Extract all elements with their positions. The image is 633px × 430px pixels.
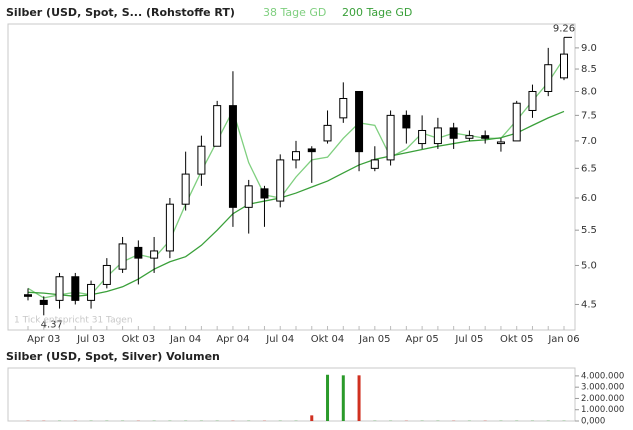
candle-body [87,283,96,301]
x-tick-label: Apr 04 [216,334,249,345]
y-tick-label: 0,000 [581,417,605,427]
candle-body [496,141,505,145]
candle-body [39,299,48,305]
candle-body [370,159,379,169]
x-tick-label: Apr 03 [27,334,60,345]
y-tick-label: 5.5 [581,225,597,236]
candle-body [355,90,364,153]
moving-average [27,110,565,297]
candle-body [323,124,332,142]
candle-body [465,135,474,139]
candle-body [118,243,127,270]
candle-body [244,185,253,208]
y-tick-label: 4.000.000 [581,371,624,381]
legend-entry: 200 Tage GD [342,6,412,19]
volume-bar [326,374,330,421]
y-tick-label: 5.0 [581,260,597,271]
candle-body [213,105,222,147]
x-tick-label: Jul 04 [265,334,294,345]
volume-bar [341,375,345,421]
y-tick-label: 9.0 [581,43,597,54]
volume-bar [310,415,314,421]
y-tick-label: 4.5 [581,299,597,310]
candle-body [134,246,143,259]
y-tick-label: 2.000.000 [581,394,624,404]
y-tick-label: 1.000.000 [581,405,624,415]
y-tick-label: 8.5 [581,64,597,75]
candle-body [528,90,537,111]
candle-body [260,188,269,199]
candle-body [339,97,348,119]
candle-body [481,135,490,139]
candle-body [560,53,568,79]
x-tick-label: Jan 06 [547,334,579,345]
candle-body [449,127,458,139]
high-annotation: 9.26 [553,23,575,34]
y-tick-label: 3.000.000 [581,383,624,393]
candle-body [71,276,80,301]
x-tick-label: Okt 04 [311,334,345,345]
candle-body [150,250,159,259]
y-tick-label: 6.0 [581,193,597,204]
y-tick-label: 8.0 [581,86,597,97]
candle-body [24,294,32,297]
candle-body [402,114,411,129]
x-tick-label: Apr 05 [406,334,439,345]
volume-bar [357,375,361,421]
candle-body [197,145,206,175]
candle-body [102,264,111,285]
candle-body [292,151,300,161]
candle-body [276,159,285,202]
volume-title: Silber (USD, Spot, Silver) Volumen [6,350,220,363]
candle-body [55,276,64,301]
candle-body [228,105,237,208]
candle-body [386,114,395,161]
candle-body [181,173,190,205]
candle-body [544,64,553,92]
y-tick-label: 7.0 [581,136,597,147]
moving-average [27,57,565,299]
candle-body [307,148,316,153]
low-annotation: 4.37 [41,319,63,330]
candle-body [433,127,442,145]
legend-entry: 38 Tage GD [263,6,326,19]
x-tick-label: Jan 04 [169,334,201,345]
volume-frame [7,367,576,422]
candle-body [165,203,174,252]
price-frame [7,23,576,331]
x-tick-label: Okt 03 [122,334,156,345]
candle-body [512,102,521,142]
x-tick-label: Okt 05 [500,334,534,345]
x-tick-label: Jan 05 [358,334,390,345]
y-tick-label: 6.5 [581,163,597,174]
tick-note: 1 Tick entspricht 31 Tagen [14,316,133,326]
chart-title: Silber (USD, Spot, S... (Rohstoffe RT) [6,6,235,19]
candle-body [418,129,427,145]
x-tick-label: Jul 05 [454,334,483,345]
y-tick-label: 7.5 [581,110,597,121]
x-tick-label: Jul 03 [76,334,105,345]
